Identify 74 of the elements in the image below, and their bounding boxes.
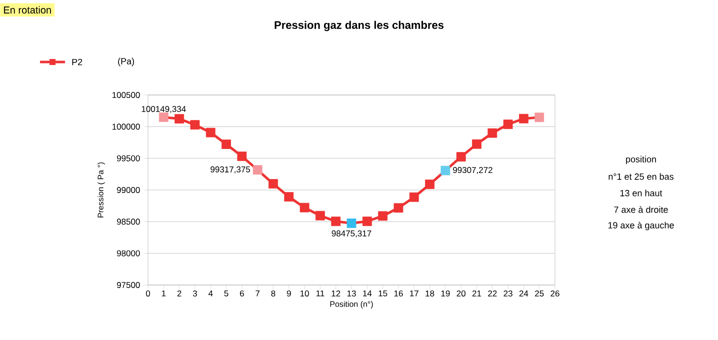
y-tick-label: 99500 <box>116 155 140 162</box>
x-tick-label: 7 <box>256 290 260 296</box>
x-tick-label: 19 <box>441 290 450 296</box>
point <box>158 112 168 122</box>
x-tick-label: 17 <box>410 290 418 296</box>
y-tick-label: 100500 <box>112 92 140 98</box>
data-label: 99317,375 <box>210 166 250 174</box>
point <box>409 192 419 202</box>
x-tick-label: 18 <box>426 290 434 296</box>
point <box>378 211 388 221</box>
point <box>456 152 466 162</box>
x-tick-label: 16 <box>394 290 403 296</box>
x-tick-label: 12 <box>332 290 340 296</box>
text: 7 axe à droite <box>614 206 668 213</box>
x-tick-label: 11 <box>316 290 324 296</box>
chart-title: Pression gaz dans les chambres <box>274 20 444 32</box>
data-label: 100149,334 <box>142 106 186 113</box>
point <box>488 128 498 138</box>
point <box>252 165 262 175</box>
x-tick-label: 14 <box>363 290 372 296</box>
x-tick-label: 10 <box>300 290 309 296</box>
legend-label: P2 <box>72 58 82 66</box>
x-tick-label: 20 <box>456 290 466 296</box>
y-tick-label: 99000 <box>116 186 140 193</box>
point <box>237 152 247 161</box>
point <box>394 203 404 213</box>
x-tick-label: 23 <box>504 290 512 296</box>
point <box>346 218 356 228</box>
point <box>284 192 294 202</box>
y-tick-label: 98500 <box>116 218 140 225</box>
point <box>222 140 231 149</box>
x-tick-label: 13 <box>347 290 356 296</box>
y-tick-label: 98000 <box>116 250 140 256</box>
text: n°1 et 25 en bas <box>608 173 674 180</box>
text: 13 en haut <box>620 190 662 196</box>
point <box>190 120 200 130</box>
x-tick-label: 0 <box>146 290 150 296</box>
point <box>503 120 513 130</box>
point <box>268 179 278 188</box>
point <box>362 216 372 226</box>
data-label: 98475,317 <box>332 230 372 238</box>
legend-title: (Pa) <box>118 58 134 66</box>
point <box>300 202 310 212</box>
point <box>440 166 450 176</box>
data-label: 99307,272 <box>453 167 492 174</box>
x-tick-label: 21 <box>472 290 482 296</box>
point <box>315 210 325 220</box>
x-tick-label: 9 <box>286 290 291 296</box>
x-tick-label: 25 <box>535 290 544 296</box>
text: En rotation <box>4 6 51 14</box>
x-tick-label: 8 <box>271 290 276 296</box>
text: 19 axe à gauche <box>608 222 674 230</box>
point <box>472 139 482 149</box>
y-axis-title: Pression ( Pa °) <box>98 162 105 218</box>
x-tick-label: 15 <box>378 290 388 296</box>
point <box>331 216 341 226</box>
point <box>425 180 434 189</box>
x-tick-label: 1 <box>162 290 166 296</box>
x-tick-label: 22 <box>488 290 497 296</box>
x-tick-label: 26 <box>550 290 560 296</box>
point <box>206 128 216 138</box>
x-tick-label: 2 <box>177 290 182 296</box>
point <box>518 114 528 124</box>
x-tick-label: 3 <box>192 290 197 296</box>
y-tick-label: 97500 <box>116 282 140 288</box>
y-tick-label: 100000 <box>112 124 140 130</box>
text: position <box>626 156 656 164</box>
x-tick-label: 6 <box>240 290 244 296</box>
x-tick-label: 24 <box>519 290 528 296</box>
point <box>174 114 184 124</box>
point <box>534 112 544 122</box>
x-tick-label: 4 <box>208 290 213 296</box>
x-tick-label: 5 <box>224 290 228 296</box>
x-axis-title: Position (n°) <box>330 301 373 308</box>
